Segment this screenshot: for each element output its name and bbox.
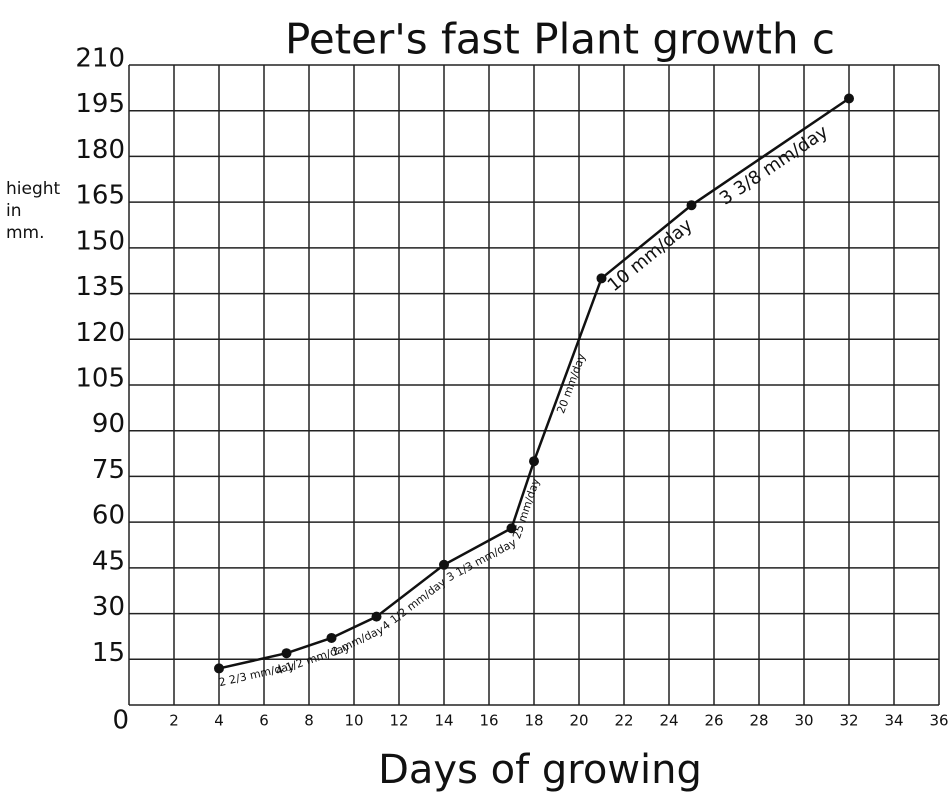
x-axis-label: Days of growing <box>378 747 702 793</box>
x-tick-label: 26 <box>704 712 723 730</box>
x-tick-label: 0 <box>112 706 129 736</box>
y-tick-label: 60 <box>92 501 125 531</box>
x-tick-label: 2 <box>169 712 179 730</box>
y-tick-label: 165 <box>75 181 125 211</box>
y-tick-label: 120 <box>75 318 125 348</box>
x-tick-label: 34 <box>884 712 903 730</box>
data-point <box>214 663 224 674</box>
y-tick-label: 45 <box>92 546 125 576</box>
data-point <box>596 273 607 284</box>
x-tick-label: 20 <box>569 712 588 730</box>
y-tick-label: 210 <box>75 44 125 74</box>
x-tick-label: 28 <box>749 712 768 730</box>
x-tick-label: 16 <box>479 712 498 730</box>
y-tick-label: 135 <box>75 272 125 302</box>
x-tick-label: 22 <box>614 712 633 730</box>
x-tick-label: 18 <box>524 712 543 730</box>
y-axis-label: hieght in mm. <box>6 179 61 243</box>
y-tick-label: 30 <box>92 592 125 622</box>
annotation: 3 3/8 mm/day <box>716 121 832 209</box>
data-point <box>844 93 854 104</box>
data-point <box>439 559 449 570</box>
x-tick-label: 8 <box>304 712 314 730</box>
x-tick-label: 12 <box>389 712 408 730</box>
annotation: 4 1/2 mm/day <box>379 575 448 633</box>
x-tick-label: 4 <box>214 712 224 730</box>
y-tick-label: 90 <box>92 409 125 439</box>
y-tick-label: 105 <box>75 364 125 394</box>
data-point <box>686 200 697 211</box>
annotation: 25 mm/day <box>510 476 542 540</box>
x-tick-label: 14 <box>434 712 453 730</box>
annotation: 10 mm/day <box>604 215 697 296</box>
y-tick-label: 150 <box>75 226 125 256</box>
x-tick-label: 36 <box>929 712 948 730</box>
x-tick-label: 30 <box>794 712 813 730</box>
y-tick-label: 75 <box>92 455 125 485</box>
x-tick-label: 10 <box>344 712 363 730</box>
data-point <box>326 632 337 643</box>
data-point <box>371 611 382 622</box>
data-point <box>506 523 517 534</box>
data-point <box>281 648 292 659</box>
x-tick-label: 6 <box>259 712 269 730</box>
annotation: 2 mm/day <box>330 623 386 659</box>
x-tick-label: 32 <box>839 712 858 730</box>
y-tick-label: 180 <box>75 135 125 165</box>
data-point <box>529 456 539 467</box>
y-tick-label: 15 <box>92 638 125 668</box>
data-line <box>218 97 850 670</box>
x-tick-label: 24 <box>659 712 678 730</box>
y-tick-label: 195 <box>75 89 125 119</box>
chart-title: Peter's fast Plant growth c <box>285 15 835 64</box>
